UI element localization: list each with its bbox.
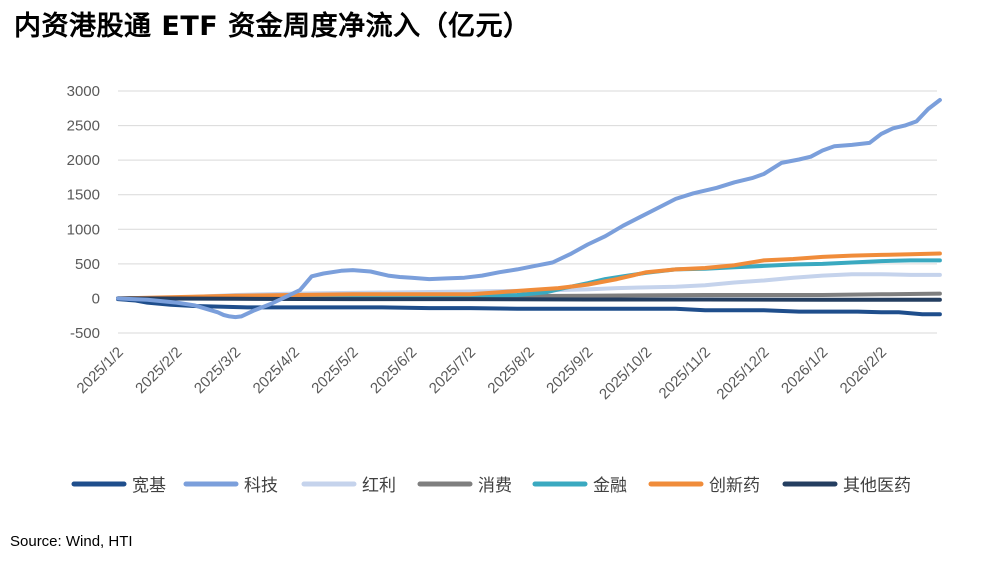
y-tick-label: 3000 [67,83,100,100]
series-line [116,98,942,320]
legend-label: 红利 [362,476,396,496]
x-tick-label: 2026/1/2 [778,344,831,397]
y-tick-label: 2500 [67,118,100,135]
y-tick-label: 1000 [67,221,100,238]
legend-label: 创新药 [709,476,760,496]
x-tick-label: 2025/3/2 [191,344,244,397]
x-tick-label: 2025/2/2 [132,344,185,397]
x-tick-label: 2025/12/2 [713,344,772,403]
y-tick-label: -500 [70,325,100,342]
y-tick-label: 0 [92,290,100,307]
x-tick-label: 2025/6/2 [367,344,420,397]
legend-label: 科技 [244,476,278,496]
x-tick-label: 2025/4/2 [250,344,303,397]
y-tick-label: 1500 [67,187,100,204]
y-tick-label: 500 [75,256,100,273]
legend-label: 宽基 [132,476,166,496]
x-tick-label: 2025/7/2 [426,344,479,397]
x-tick-label: 2025/11/2 [656,344,714,402]
chart-title: 内资港股通 ETF 资金周度净流入（亿元） [14,11,531,42]
x-tick-label: 2026/2/2 [837,344,890,397]
legend-label: 其他医药 [843,476,911,496]
legend-label: 金融 [593,476,627,496]
series-line [116,296,942,302]
y-tick-label: 2000 [67,152,100,169]
series-line [116,297,942,317]
legend-label: 消费 [478,476,512,496]
series-line [116,251,942,301]
x-tick-label: 2025/5/2 [308,344,361,397]
x-tick-label: 2025/8/2 [484,344,537,397]
x-tick-label: 2025/1/2 [74,344,127,397]
x-tick-label: 2025/9/2 [543,344,596,397]
source-note: Source: Wind, HTI [10,533,133,550]
x-tick-label: 2025/10/2 [596,344,655,403]
